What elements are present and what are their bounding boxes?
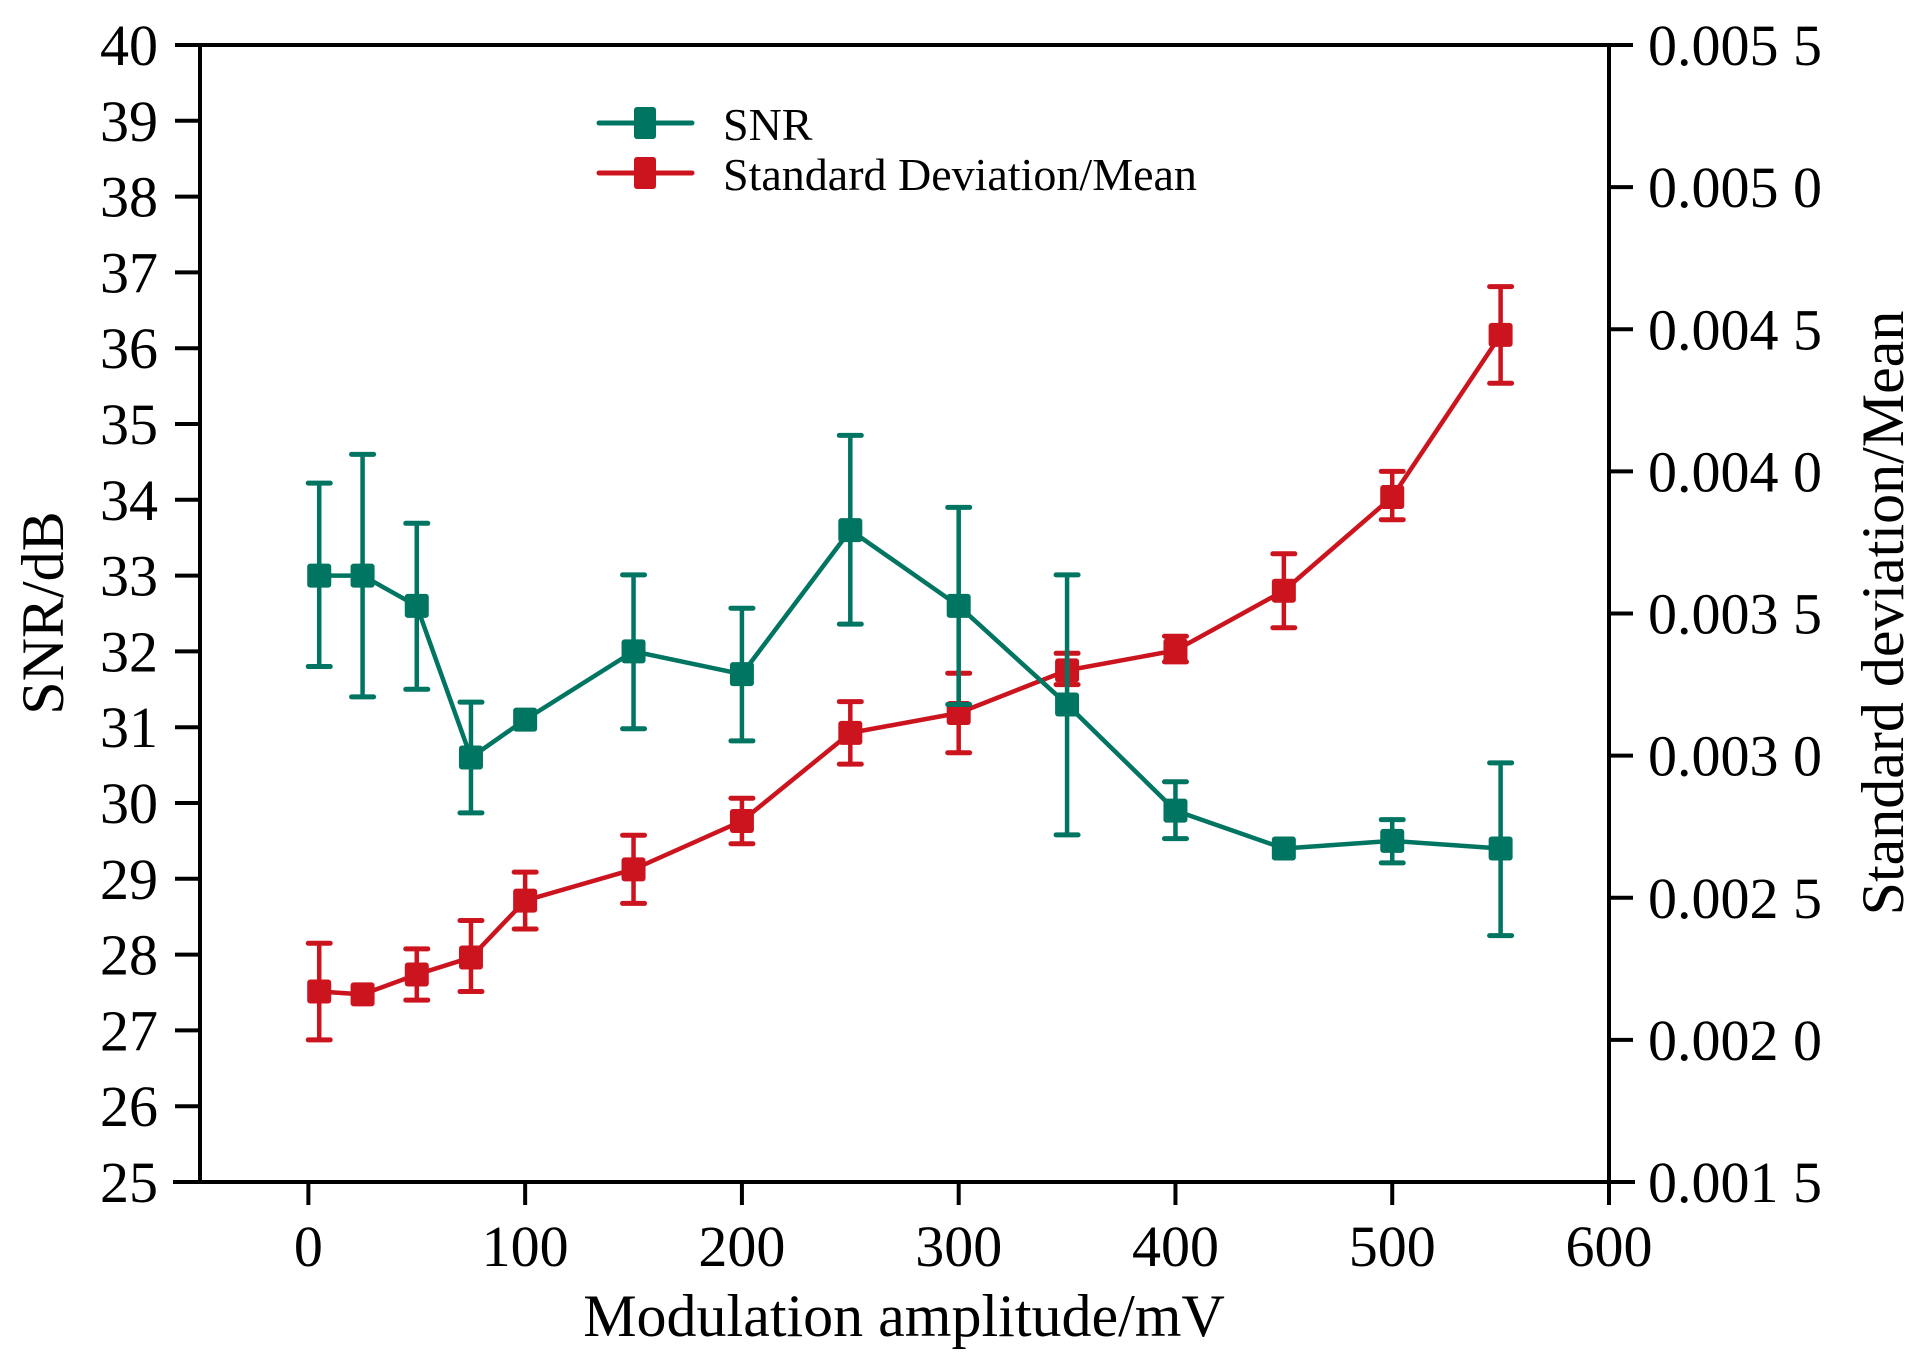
y2-axis-ticks: 0.001 5 0.002 0 0.002 5 0.003 0 0.003 5 0.004… [1609, 13, 1822, 1215]
axes [173, 43, 1635, 1184]
data-point-sd-mean [729, 809, 754, 834]
legend-marker-snr [634, 107, 656, 139]
series-line-snr [319, 527, 1501, 851]
x-tick-label: 400 [1132, 1214, 1219, 1279]
y-tick-label: 26 [100, 1074, 158, 1139]
y-tick-label: 27 [100, 998, 158, 1063]
y2-tick-label: 0.001 5 [1648, 1150, 1822, 1215]
data-point-sd-mean [1271, 578, 1296, 603]
y2-tick-label: 0.002 5 [1648, 866, 1822, 931]
x-tick-label: 600 [1566, 1214, 1653, 1279]
data-point-sd-mean [350, 982, 375, 1007]
data-point-snr [1380, 828, 1405, 853]
y-axis-title: SNR/dB [10, 511, 76, 714]
data-point-sd-mean [621, 857, 646, 882]
x-tick-label: 200 [698, 1214, 785, 1279]
data-point-snr [404, 593, 429, 618]
legend-item-snr: SNR [596, 99, 813, 150]
data-point-sd-mean [838, 720, 863, 745]
legend-label-sd-mean: Standard Deviation/Mean [723, 149, 1197, 200]
series-layer [305, 284, 1515, 1043]
y2-tick-label: 0.005 5 [1648, 13, 1822, 78]
legend: SNR Standard Deviation/Mean [596, 99, 1197, 200]
data-point-snr [1488, 836, 1513, 861]
data-point-sd-mean [1380, 484, 1405, 509]
data-point-snr [350, 563, 375, 588]
x-tick-label: 100 [482, 1214, 569, 1279]
y2-tick-label: 0.002 0 [1648, 1008, 1822, 1073]
data-point-snr [729, 662, 754, 687]
y-tick-label: 39 [100, 89, 158, 154]
y-tick-label: 31 [100, 695, 158, 760]
y-tick-label: 29 [100, 847, 158, 912]
x-axis-ticks: 0 100 200 300 400 500 600 [294, 1182, 1653, 1279]
y2-tick-label: 0.003 5 [1648, 582, 1822, 647]
data-point-snr [458, 745, 483, 770]
x-axis-title: Modulation amplitude/mV [583, 1283, 1225, 1349]
y-axis-ticks: 25 26 27 28 29 30 31 32 33 34 35 36 37 38 39 40 [100, 13, 200, 1215]
y-tick-label: 40 [100, 13, 158, 78]
series-line-sd-mean [319, 333, 1503, 997]
x-tick-label: 0 [294, 1214, 323, 1279]
data-point-snr [838, 518, 863, 543]
y2-tick-label: 0.004 5 [1648, 297, 1822, 362]
legend-item-sd-mean: Standard Deviation/Mean [596, 149, 1197, 200]
x-tick-label: 500 [1349, 1214, 1436, 1279]
data-point-sd-mean [946, 700, 971, 725]
series-sd-mean [305, 284, 1515, 1043]
data-point-snr [307, 563, 332, 588]
data-point-sd-mean [458, 945, 483, 970]
legend-label-snr: SNR [723, 99, 813, 150]
y2-tick-label: 0.004 0 [1648, 439, 1822, 504]
y-tick-label: 33 [100, 544, 158, 609]
y2-tick-label: 0.003 0 [1648, 724, 1822, 789]
y-tick-label: 38 [100, 165, 158, 230]
data-point-sd-mean [513, 888, 538, 913]
y-tick-label: 32 [100, 619, 158, 684]
x-tick-label: 300 [915, 1214, 1002, 1279]
data-point-snr [513, 707, 538, 732]
y-tick-label: 25 [100, 1150, 158, 1215]
y2-axis-title: Standard deviation/Mean [1850, 311, 1916, 916]
data-point-snr [1055, 692, 1080, 717]
y-tick-label: 30 [100, 771, 158, 836]
y2-tick-label: 0.005 0 [1648, 155, 1822, 220]
series-snr [305, 432, 1515, 939]
y-tick-label: 28 [100, 923, 158, 988]
y-tick-label: 34 [100, 468, 158, 533]
y-tick-label: 35 [100, 392, 158, 457]
data-point-sd-mean [1488, 322, 1513, 347]
data-point-sd-mean [307, 979, 332, 1004]
y-tick-label: 37 [100, 240, 158, 305]
data-point-sd-mean [1163, 638, 1188, 663]
legend-marker-sd-mean [634, 157, 656, 189]
data-point-snr [621, 639, 646, 664]
y-tick-label: 36 [100, 316, 158, 381]
data-point-snr [1271, 836, 1296, 861]
data-point-sd-mean [404, 962, 429, 987]
data-point-snr [1163, 798, 1188, 823]
data-point-snr [946, 593, 971, 618]
